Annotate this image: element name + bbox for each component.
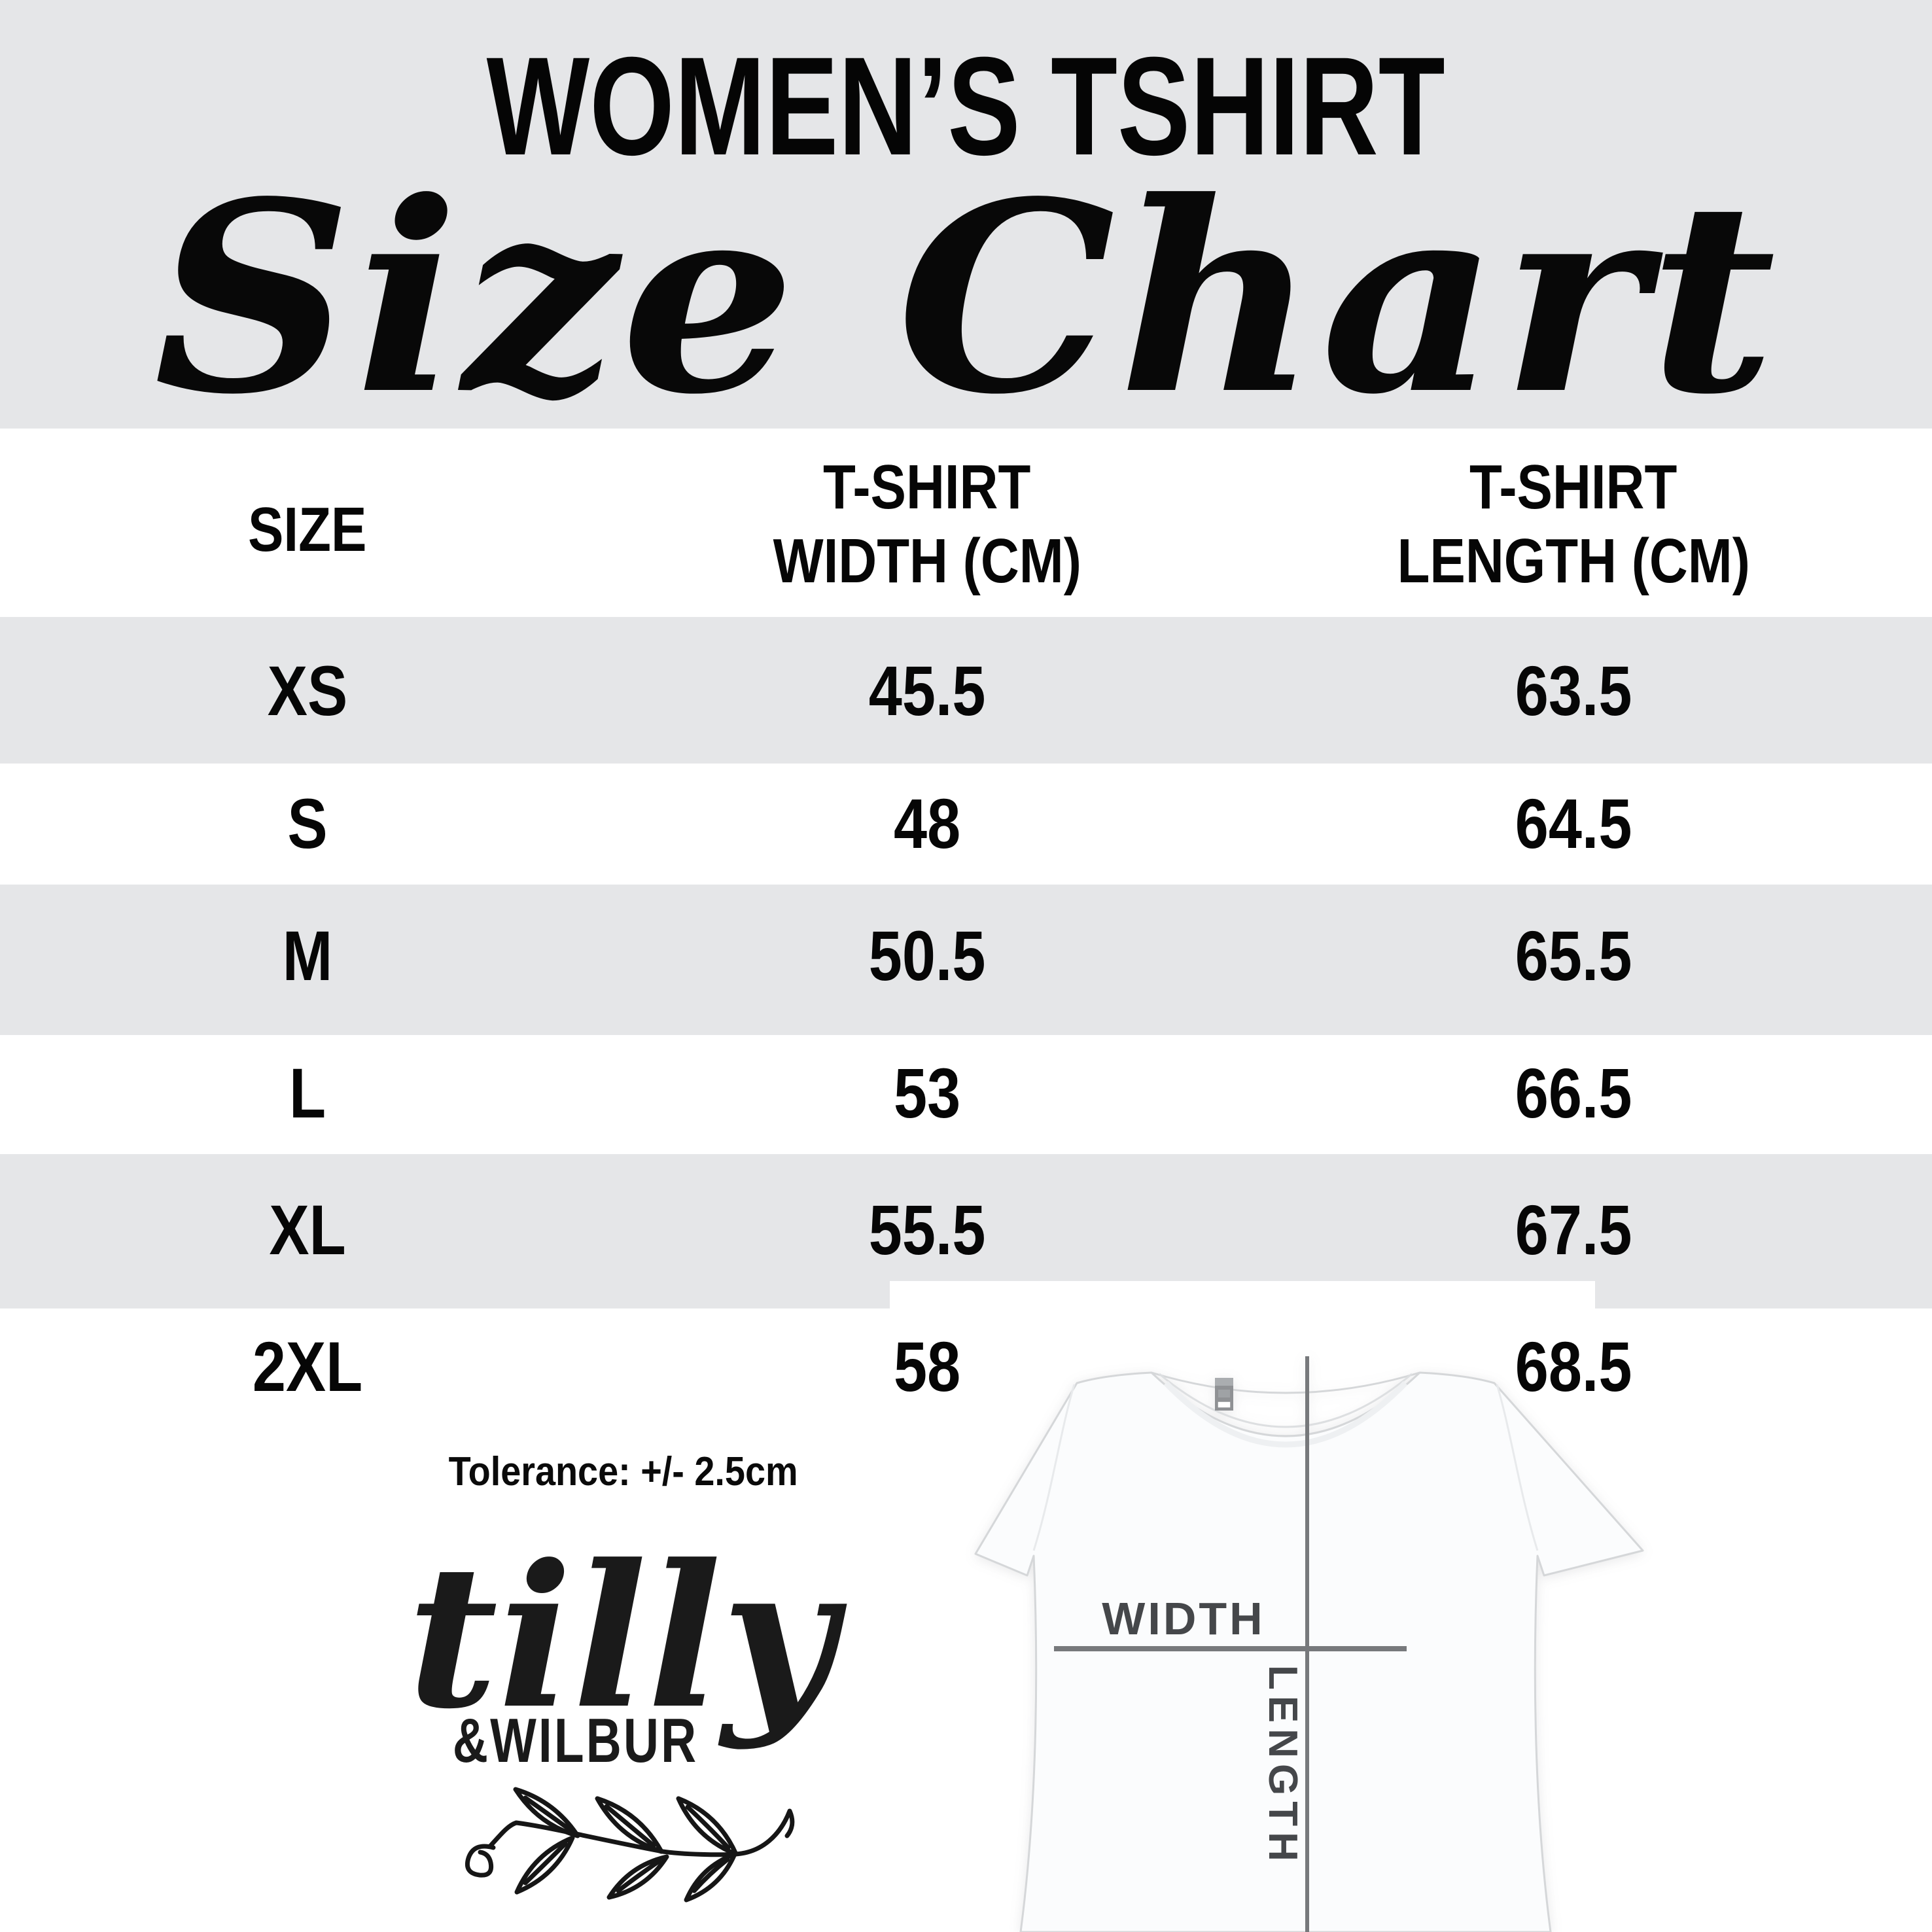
size-cell: XL: [79, 1180, 536, 1278]
row-band-xs: [0, 617, 1932, 764]
width-cell: 53: [633, 1044, 1221, 1142]
leaf-bottom-1: [514, 1835, 575, 1895]
width-value: 50.5: [868, 915, 986, 995]
tshirt-diagram: WIDTH LENGTH: [929, 1335, 1688, 1932]
table-row: L 53 66.5: [0, 1044, 1932, 1142]
neck-tag-top: [1215, 1378, 1233, 1386]
brand-logo-sub: &WILBUR: [249, 1705, 903, 1777]
neck-tag-size-box: [1217, 1401, 1231, 1409]
length-cell: 64.5: [1279, 774, 1868, 872]
leaf-bottom-3-vein: [692, 1857, 730, 1893]
size-cell: XS: [79, 641, 536, 739]
tshirt-photo-background: [890, 1281, 1595, 1310]
left-armhole-seam: [1032, 1384, 1076, 1551]
table-row: M 50.5 65.5: [0, 906, 1932, 1004]
leaf-top-1-vein: [523, 1795, 574, 1833]
collar-rib-line: [1159, 1373, 1413, 1428]
brand-logo-name: tilly: [294, 1539, 949, 1735]
width-label: WIDTH: [1102, 1593, 1265, 1644]
length-value: 64.5: [1515, 783, 1632, 863]
branch-flourish-icon: [465, 1787, 795, 1903]
tolerance-note: Tolerance: +/- 2.5cm: [296, 1447, 951, 1497]
tshirt-diagram-svg: WIDTH LENGTH: [974, 1356, 1644, 1932]
brand-logo-wilbur: &WILBUR: [453, 1706, 699, 1776]
table-row: XL 55.5 67.5: [0, 1180, 1932, 1278]
width-cell: 58: [633, 1317, 1221, 1415]
width-value: 55.5: [868, 1189, 986, 1269]
size-cell: 2XL: [79, 1317, 536, 1415]
leaf-bottom-1-vein: [523, 1841, 568, 1886]
column-header-size-text: SIZE: [248, 494, 367, 565]
table-row: S 48 64.5: [0, 774, 1932, 872]
length-cell: 63.5: [1279, 641, 1868, 739]
width-cell: 50.5: [633, 906, 1221, 1004]
size-value: S: [287, 783, 328, 863]
length-cell: 67.5: [1279, 1180, 1868, 1278]
length-value: 66.5: [1515, 1053, 1632, 1133]
size-value: L: [289, 1053, 326, 1133]
brand-logo-tilly: tilly: [407, 1521, 836, 1752]
width-cell: 55.5: [633, 1180, 1221, 1278]
neck-tag-logo: [1218, 1390, 1230, 1397]
right-armhole-seam: [1496, 1384, 1539, 1551]
leaf-bottom-2: [606, 1854, 669, 1900]
width-value: 45.5: [868, 650, 986, 730]
size-value: M: [282, 915, 333, 995]
size-cell: S: [79, 774, 536, 872]
width-value: 53: [893, 1053, 961, 1133]
page-kicker-text: WOMEN’S TSHIRT: [486, 28, 1446, 184]
length-value: 63.5: [1515, 650, 1632, 730]
leaf-top-3: [676, 1796, 739, 1857]
size-value: 2XL: [252, 1326, 363, 1406]
size-cell: M: [79, 906, 536, 1004]
width-value: 48: [893, 783, 961, 863]
page-title: Size Chart: [0, 145, 1932, 452]
length-value: 67.5: [1515, 1189, 1632, 1269]
collar-back-line: [1151, 1371, 1420, 1394]
leaf-bottom-2-vein: [616, 1859, 661, 1893]
row-band-m: [0, 885, 1932, 1035]
size-value: XL: [269, 1189, 346, 1269]
column-header-size: SIZE: [79, 440, 536, 620]
leaf-top-2-vein: [604, 1804, 656, 1848]
leaf-top-3-vein: [685, 1804, 731, 1850]
column-header-length-line1: T-SHIRT: [1469, 452, 1677, 522]
column-header-length: T-SHIRT LENGTH (CM): [1279, 450, 1868, 598]
length-value: 68.5: [1515, 1326, 1632, 1406]
leaf-top-1: [513, 1787, 580, 1838]
leaf-top-2: [595, 1796, 664, 1854]
column-header-width-line2: WIDTH (CM): [773, 526, 1081, 596]
length-cell: 65.5: [1279, 906, 1868, 1004]
collar-shadow: [1163, 1380, 1408, 1448]
branch-curl: [465, 1844, 496, 1878]
column-header-width-line1: T-SHIRT: [823, 452, 1031, 522]
length-cell: 66.5: [1279, 1044, 1868, 1142]
header-band: [0, 0, 1932, 429]
page-kicker: WOMEN’S TSHIRT: [0, 37, 1932, 177]
column-header-length-line2: LENGTH (CM): [1397, 526, 1750, 596]
column-header-width: T-SHIRT WIDTH (CM): [633, 450, 1221, 598]
length-cell: 68.5: [1279, 1317, 1868, 1415]
size-value: XS: [267, 650, 348, 730]
size-cell: L: [79, 1044, 536, 1142]
branch-stem: [487, 1808, 795, 1857]
leaf-bottom-3: [684, 1852, 737, 1903]
tolerance-text: Tolerance: +/- 2.5cm: [449, 1449, 798, 1494]
table-row: 2XL 58 68.5: [0, 1317, 1932, 1415]
table-row: XS 45.5 63.5: [0, 641, 1932, 739]
length-value: 65.5: [1515, 915, 1632, 995]
width-cell: 48: [633, 774, 1221, 872]
neck-tag: [1215, 1378, 1233, 1411]
width-value: 58: [893, 1326, 961, 1406]
width-cell: 45.5: [633, 641, 1221, 739]
length-label: LENGTH: [1260, 1665, 1305, 1867]
page-title-text: Size Chart: [153, 145, 1779, 452]
